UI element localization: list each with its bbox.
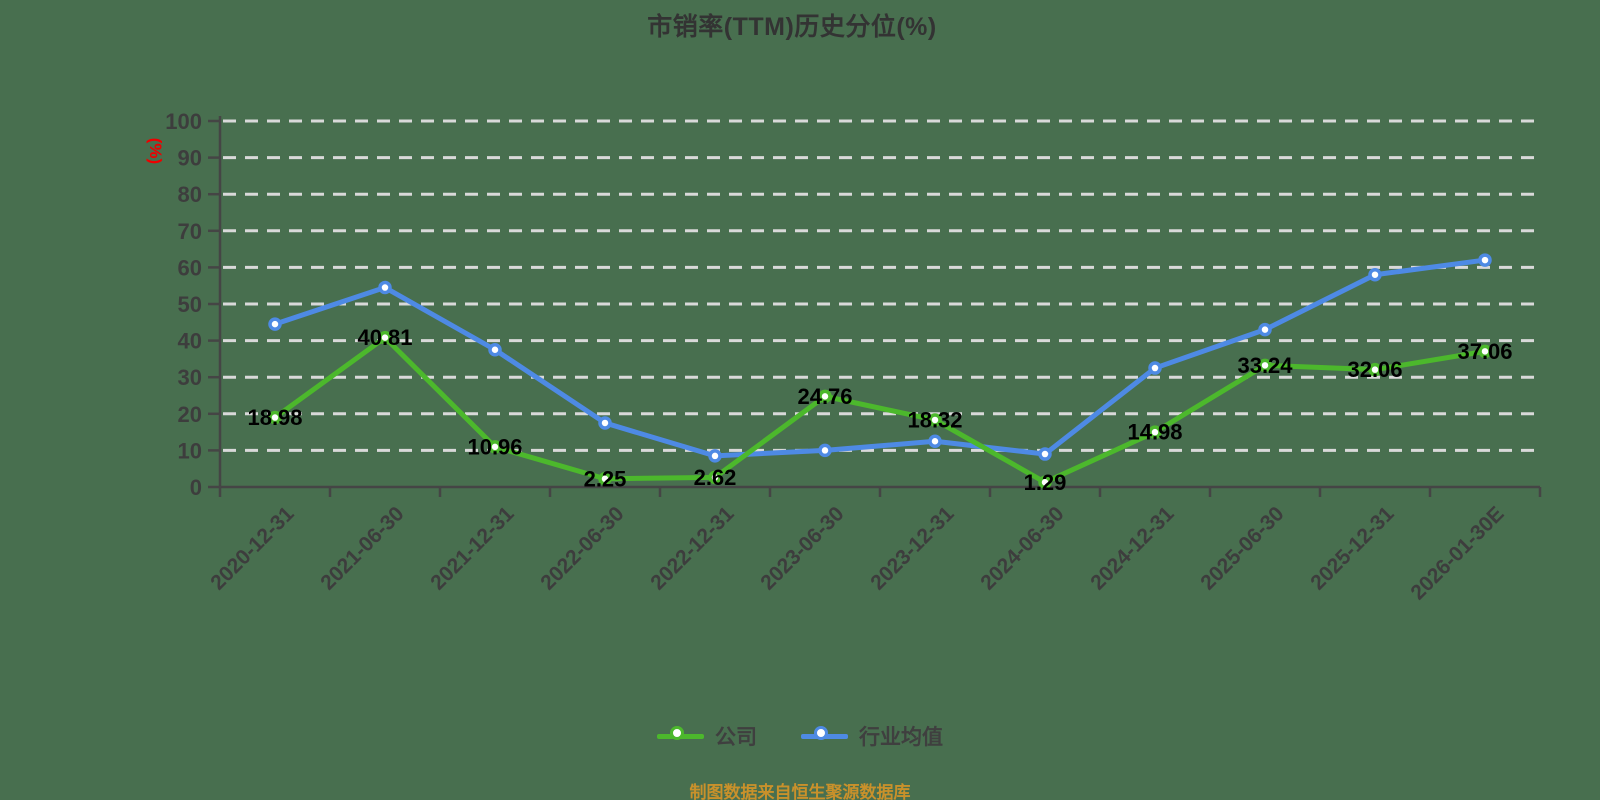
company-series-marker-icon [657,726,704,746]
data-point [1260,325,1270,335]
y-tick-label: 30 [178,365,202,390]
y-tick-label: 70 [178,219,202,244]
data-point-label: 18.98 [247,405,302,430]
legend-item-industry[interactable]: 行业均值 [801,721,943,751]
legend-item-company[interactable]: 公司 [657,721,757,751]
data-point-label: 2.62 [694,465,737,490]
data-point [820,445,830,455]
data-point-label: 10.96 [467,434,522,459]
x-tick-label: 2021-12-31 [426,502,518,594]
x-tick-label: 2020-12-31 [206,502,298,594]
data-point-label: 18.32 [907,407,962,432]
x-tick-label: 2023-12-31 [866,502,958,594]
data-point [1370,270,1380,280]
y-tick-label: 100 [165,109,202,134]
y-tick-label: 10 [178,438,202,463]
plot-area: 0 10 20 30 40 50 60 70 80 90 100 2020-12-312021-06-… [165,109,1540,604]
x-tick-label: 2026-01-30E [1406,502,1508,604]
data-point-label: 14.98 [1127,420,1182,445]
data-point [1040,449,1050,459]
chart-page: { "title": "市销率(TTM)历史分位(%)", "source_no… [0,0,1600,800]
company-line [275,338,1485,483]
data-point-label: 32.06 [1347,357,1402,382]
data-point-label: 2.25 [584,466,627,491]
industry-series-marker-icon [801,726,848,746]
y-tick-label: 80 [178,182,202,207]
legend-label-industry: 行业均值 [859,721,943,751]
data-point [1480,255,1490,265]
y-tick-label: 90 [178,146,202,171]
x-tick-label: 2022-12-31 [646,502,738,594]
data-point [380,283,390,293]
data-point-label: 1.29 [1024,470,1067,495]
data-point [930,436,940,446]
data-point [490,345,500,355]
data-point [710,451,720,461]
data-point [1150,363,1160,373]
data-point [270,319,280,329]
data-point-label: 37.06 [1457,339,1512,364]
line-chart-plot: 0 10 20 30 40 50 60 70 80 90 100 2020-12-312021-06-… [0,0,1600,665]
data-point [600,418,610,428]
industry-line [275,260,1485,456]
y-tick-label: 20 [178,402,202,427]
x-tick-label: 2025-12-31 [1306,502,1398,594]
y-tick-label: 60 [178,255,202,280]
x-tick-label: 2022-06-30 [536,502,628,594]
y-tick-label: 0 [190,475,202,500]
x-tick-label: 2024-06-30 [976,502,1068,594]
x-tick-label: 2025-06-30 [1196,502,1288,594]
x-tick-label: 2021-06-30 [316,502,408,594]
data-point-label: 40.81 [357,325,412,350]
y-tick-label: 50 [178,292,202,317]
data-source-note: 制图数据来自恒生聚源数据库 [0,778,1600,800]
y-tick-label: 40 [178,329,202,354]
chart-legend: 公司 行业均值 [0,721,1600,751]
legend-label-company: 公司 [715,721,757,751]
x-tick-label: 2023-06-30 [756,502,848,594]
data-point-label: 24.76 [797,384,852,409]
x-tick-label: 2024-12-31 [1086,502,1178,594]
data-point-label: 33.24 [1237,353,1293,378]
